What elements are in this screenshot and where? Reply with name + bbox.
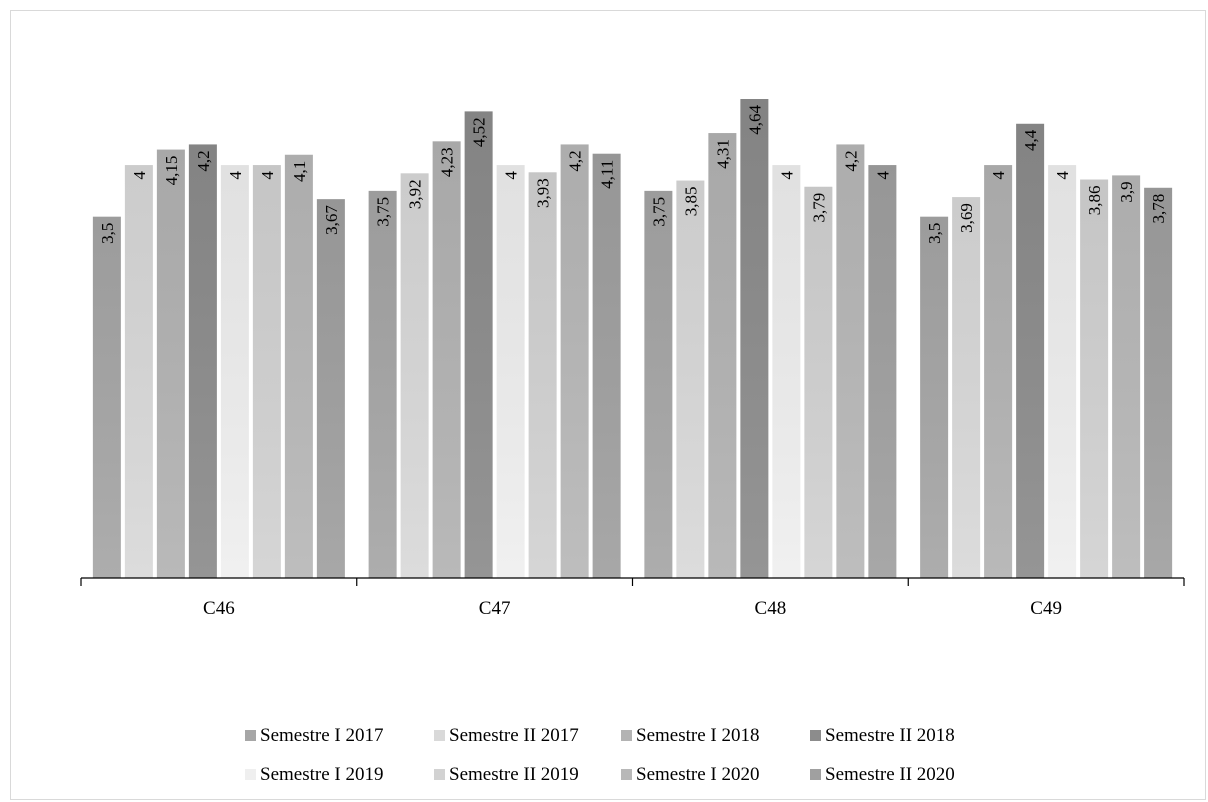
bar-shading <box>284 154 313 578</box>
data-label-c48-semestre-ii-2017: 3,85 <box>681 187 700 217</box>
bar-shading <box>772 165 801 578</box>
bar-shading <box>560 144 589 578</box>
bar-shading <box>400 173 429 579</box>
bar-shading <box>316 199 345 578</box>
bar-shading <box>528 172 557 578</box>
bar-shading <box>1144 187 1173 579</box>
data-label-c49-semestre-i-2020: 3,9 <box>1117 181 1136 202</box>
legend-swatch-semestre-ii-2018 <box>810 730 821 741</box>
bar-shading <box>496 165 525 578</box>
data-label-c47-semestre-ii-2019: 3,93 <box>534 178 553 208</box>
data-label-c47-semestre-i-2018: 4,23 <box>438 147 457 177</box>
legend: Semestre I 2017 Semestre II 2017 Semestre … <box>245 725 955 785</box>
legend-label-semestre-i-2019: Semestre I 2019 <box>260 764 383 785</box>
data-label-c46-semestre-ii-2019: 4 <box>258 171 277 180</box>
legend-swatch-semestre-i-2017 <box>245 730 256 741</box>
data-label-c49-semestre-ii-2018: 4,4 <box>1021 129 1040 151</box>
bar-shading <box>188 144 217 578</box>
data-label-c48-semestre-i-2020: 4,2 <box>841 150 860 171</box>
legend-label-semestre-ii-2020: Semestre II 2020 <box>825 764 955 785</box>
data-label-c46-semestre-i-2019: 4 <box>226 171 245 180</box>
bar-shading <box>124 165 153 578</box>
data-label-c48-semestre-i-2019: 4 <box>777 171 796 180</box>
data-label-c49-semestre-i-2017: 3,5 <box>925 223 944 244</box>
bar-shading <box>984 165 1013 578</box>
legend-swatch-semestre-i-2019 <box>245 769 256 780</box>
legend-label-semestre-i-2017: Semestre I 2017 <box>260 725 383 746</box>
bar-shading <box>432 141 461 578</box>
data-label-c49-semestre-i-2018: 4 <box>989 171 1008 180</box>
bar-shading <box>92 216 121 578</box>
data-label-c49-semestre-ii-2017: 3,69 <box>957 203 976 233</box>
legend-label-semestre-i-2020: Semestre I 2020 <box>636 764 759 785</box>
data-label-c46-semestre-ii-2017: 4 <box>130 171 149 180</box>
bar-shading <box>1016 123 1045 578</box>
legend-swatch-semestre-ii-2017 <box>434 730 445 741</box>
data-label-c47-semestre-i-2017: 3,75 <box>374 197 393 227</box>
data-label-c47-semestre-ii-2017: 3,92 <box>406 179 425 209</box>
data-label-c46-semestre-i-2020: 4,1 <box>290 161 309 182</box>
data-label-c48-semestre-ii-2019: 3,79 <box>809 193 828 223</box>
bar-shading <box>920 216 949 578</box>
bar-shading <box>952 197 981 579</box>
bar-shading <box>1080 179 1109 578</box>
legend-label-semestre-i-2018: Semestre I 2018 <box>636 725 759 746</box>
bar-shading <box>804 186 833 578</box>
data-label-c46-semestre-ii-2020: 3,67 <box>322 205 341 235</box>
data-label-c49-semestre-i-2019: 4 <box>1053 171 1072 180</box>
bars-group <box>92 99 1173 579</box>
bar-shading <box>644 190 673 579</box>
legend-label-semestre-ii-2018: Semestre II 2018 <box>825 725 955 746</box>
data-label-c47-semestre-i-2020: 4,2 <box>566 150 585 171</box>
bar-shading <box>464 111 493 578</box>
bar-shading <box>1112 175 1141 578</box>
bar-shading <box>368 190 397 579</box>
legend-swatch-semestre-i-2018 <box>621 730 632 741</box>
bar-shading <box>676 180 705 578</box>
data-label-c47-semestre-ii-2020: 4,11 <box>598 160 617 189</box>
data-label-c46-semestre-ii-2018: 4,2 <box>194 150 213 171</box>
x-tick-label-c46: C46 <box>203 598 235 619</box>
data-label-c46-semestre-i-2017: 3,5 <box>98 223 117 244</box>
legend-swatch-semestre-ii-2020 <box>810 769 821 780</box>
bar-shading <box>592 153 621 578</box>
data-label-c48-semestre-i-2018: 4,31 <box>713 139 732 169</box>
data-label-c48-semestre-ii-2020: 4 <box>873 171 892 180</box>
data-label-c49-semestre-ii-2020: 3,78 <box>1149 194 1168 224</box>
bar-shading <box>740 99 769 578</box>
x-tick-label-c48: C48 <box>755 598 787 619</box>
legend-swatch-semestre-i-2020 <box>621 769 632 780</box>
data-label-c46-semestre-i-2018: 4,15 <box>162 156 181 186</box>
x-tick-label-c49: C49 <box>1030 598 1062 619</box>
legend-label-semestre-ii-2019: Semestre II 2019 <box>449 764 579 785</box>
bar-shading <box>220 165 249 578</box>
legend-label-semestre-ii-2017: Semestre II 2017 <box>449 725 579 746</box>
bar-shading <box>836 144 865 578</box>
data-labels-group: 3,5 4 4,15 4,2 4 4 4,1 3,67 3,75 3,92 4,23 4,52 4 3,9… <box>98 105 1168 244</box>
bar-shading <box>156 149 185 578</box>
x-tick-label-c47: C47 <box>479 598 511 619</box>
data-label-c47-semestre-i-2019: 4 <box>502 171 521 180</box>
bar-shading <box>252 165 281 578</box>
bar-shading <box>1048 165 1077 578</box>
bar-shading <box>708 133 737 578</box>
data-label-c48-semestre-i-2017: 3,75 <box>649 197 668 227</box>
legend-swatch-semestre-ii-2019 <box>434 769 445 780</box>
bar-shading <box>868 165 897 578</box>
x-axis: C46 C47 C48 C49 <box>80 577 1185 619</box>
data-label-c48-semestre-ii-2018: 4,64 <box>745 105 764 135</box>
data-label-c47-semestre-ii-2018: 4,52 <box>470 117 489 147</box>
data-label-c49-semestre-ii-2019: 3,86 <box>1085 186 1104 216</box>
